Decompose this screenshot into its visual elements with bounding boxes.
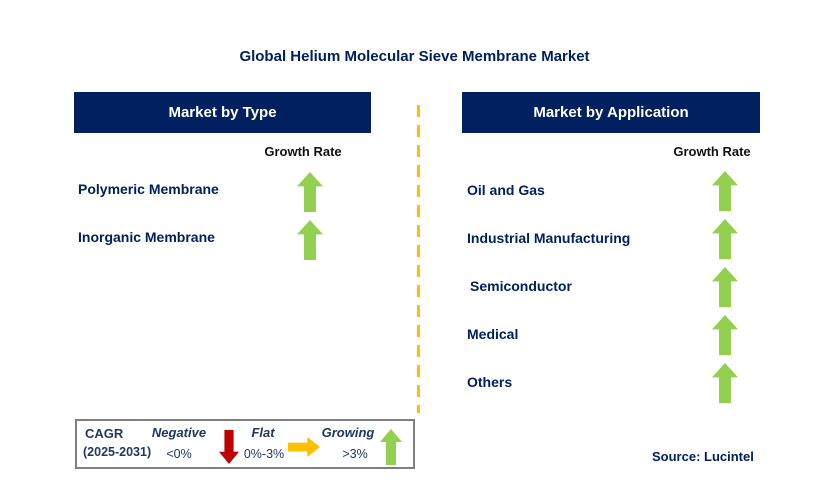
legend-negative-label: Negative [151,425,207,440]
legend-title: CAGR [85,426,124,441]
growth-up-arrow-icon [712,171,738,211]
source-credit: Source: Lucintel [652,449,754,464]
legend-growing-label: Growing [321,425,375,440]
application-item-label: Semiconductor [470,278,572,294]
growing-up-arrow-icon [380,429,402,465]
growth-up-arrow-icon [712,267,738,307]
growth-rate-label-right: Growth Rate [673,144,751,159]
growth-rate-label-left: Growth Rate [264,144,342,159]
type-item-label: Polymeric Membrane [78,181,219,197]
growth-up-arrow-icon [297,172,323,212]
application-item-label: Industrial Manufacturing [467,230,631,246]
growth-up-arrow-icon [712,363,738,403]
cagr-legend: CAGR (2025-2031) Negative <0% Flat 0%-3%… [75,419,415,469]
legend-flat-range: 0%-3% [243,447,285,461]
application-item-label: Medical [467,326,519,342]
growth-up-arrow-icon [712,315,738,355]
legend-growing-range: >3% [342,447,368,461]
application-item-label: Oil and Gas [467,182,545,198]
market-by-type-header: Market by Type [74,92,371,133]
dashed-divider [417,105,420,413]
legend-period: (2025-2031) [83,445,152,459]
application-item-label: Others [467,374,513,390]
page-title: Global Helium Molecular Sieve Membrane M… [239,48,590,65]
market-by-application-header: Market by Application [462,92,760,133]
growth-up-arrow-icon [712,219,738,259]
type-item-label: Inorganic Membrane [78,229,215,245]
growth-up-arrow-icon [297,220,323,260]
legend-flat-label: Flat [251,425,275,440]
flat-right-arrow-icon [288,437,320,457]
legend-negative-range: <0% [166,447,192,461]
